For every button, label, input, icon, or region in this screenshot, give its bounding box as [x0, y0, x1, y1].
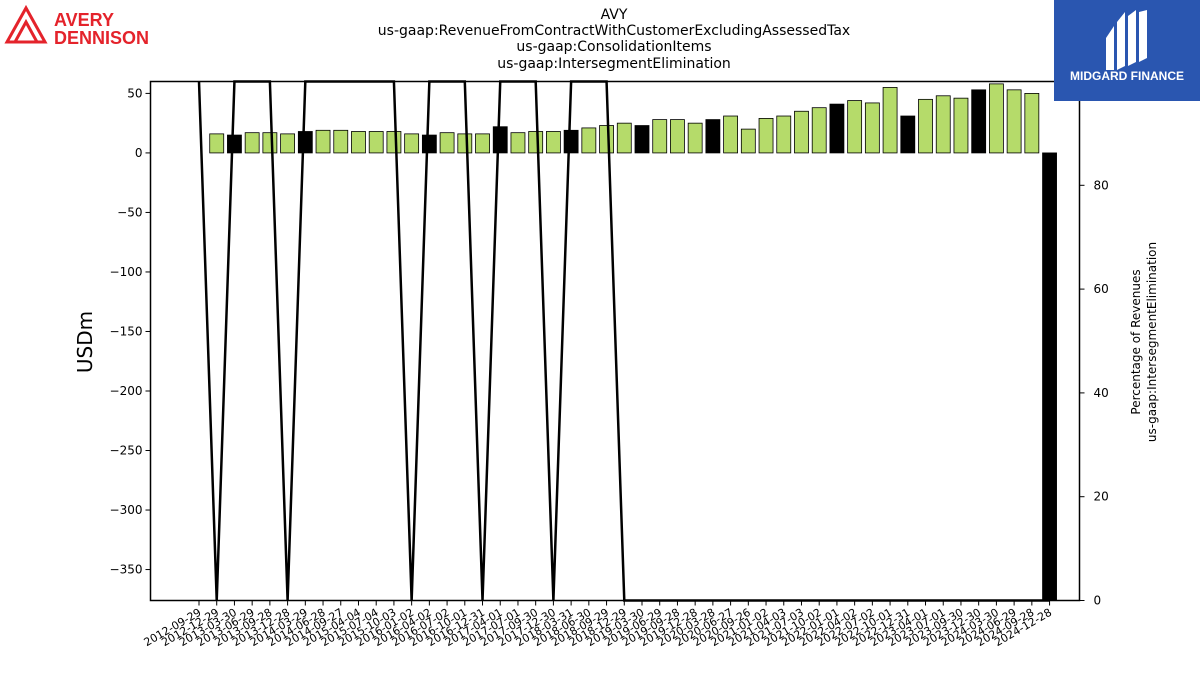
bar-2014-09-27 [333, 129, 349, 154]
bar-2024-06-29 [1006, 89, 1022, 154]
left-tick-label: 50 [127, 86, 142, 100]
bar-2020-06-27 [723, 115, 738, 154]
bar-2018-03-31 [563, 129, 579, 154]
left-tick-label: −300 [110, 503, 143, 517]
bar-2013-06-29 [244, 132, 260, 154]
bar-2019-09-28 [670, 119, 685, 154]
chart-title-line-4: us-gaap:IntersegmentElimination [497, 56, 731, 72]
bar-2021-04-03 [776, 115, 792, 154]
left-tick-label: −200 [110, 384, 143, 398]
y-axis-left-label: USDm [73, 311, 97, 373]
left-tick-label: −150 [110, 324, 143, 338]
bar-2022-07-02 [864, 102, 880, 154]
x-axis: 2012-09-292012-12-292013-03-302013-06-29… [142, 600, 1054, 649]
left-tick-label: −250 [110, 444, 143, 458]
bar-2024-09-28 [1024, 93, 1040, 154]
bar-2016-01-02 [404, 133, 420, 154]
bar-2020-03-28 [705, 119, 721, 154]
bar-2019-03-30 [634, 125, 650, 154]
bar-2017-12-30 [546, 131, 561, 154]
avery-logo-line2: DENNISON [54, 28, 149, 48]
bar-2024-12-28 [1042, 152, 1057, 601]
right-tick-label: 0 [1094, 594, 1102, 608]
bar-2022-12-31 [900, 115, 916, 154]
bar-2016-12-31 [475, 133, 490, 154]
right-tick-label: 60 [1094, 282, 1109, 296]
bars-group [209, 83, 1057, 601]
chart-title-line-1: AVY [600, 7, 628, 23]
chart-title-line-2: us-gaap:RevenueFromContractWithCustomerE… [377, 23, 851, 39]
bar-2015-10-03 [386, 131, 402, 154]
left-axis: 50 0 −50 −100 −150 −200 −250 −300 −350 [110, 86, 151, 577]
bar-2022-04-02 [847, 100, 863, 154]
bar-2021-01-02 [758, 118, 774, 154]
bar-2019-12-28 [687, 122, 703, 154]
bar-2013-09-28 [262, 132, 278, 154]
bar-2015-07-04 [368, 131, 384, 154]
bar-2018-09-29 [599, 125, 614, 154]
bar-2013-12-28 [280, 133, 296, 154]
bar-2018-06-30 [581, 127, 597, 154]
bar-2018-12-29 [616, 122, 632, 154]
avery-logo-line1: AVERY [54, 10, 114, 30]
right-tick-label: 40 [1094, 386, 1109, 400]
left-tick-label: −350 [110, 563, 143, 577]
bar-2016-04-02 [421, 134, 437, 154]
chart-title-line-3: us-gaap:ConsolidationItems [516, 39, 712, 55]
left-tick-label: 0 [135, 146, 143, 160]
left-tick-label: −50 [117, 205, 142, 219]
bar-2022-01-01 [829, 103, 845, 154]
y-axis-right-label-line2: us-gaap:IntersegmentElimination [1145, 242, 1159, 442]
y-axis-right-label-line1: Percentage of Revenues [1129, 269, 1143, 414]
bar-2021-07-03 [794, 110, 809, 154]
right-tick-label: 20 [1094, 490, 1109, 504]
bar-2023-07-01 [935, 95, 951, 154]
right-tick-label: 80 [1094, 178, 1109, 192]
bar-2014-06-28 [315, 129, 331, 154]
bar-2023-04-01 [918, 98, 933, 154]
bar-2015-04-04 [351, 131, 366, 154]
midgard-logo-text: MIDGARD FINANCE [1070, 69, 1184, 83]
bar-2012-12-29 [209, 133, 225, 154]
left-tick-label: −100 [110, 265, 143, 279]
bar-2014-03-29 [297, 131, 313, 154]
midgard-finance-logo: MIDGARD FINANCE [1054, 0, 1200, 101]
right-axis: 100806040200 [1079, 75, 1116, 608]
bar-2019-06-29 [652, 119, 668, 154]
bar-2021-10-02 [811, 107, 827, 154]
bar-2017-09-30 [528, 131, 544, 154]
bar-2022-10-01 [882, 87, 898, 154]
bar-2016-10-01 [457, 133, 473, 154]
bar-2013-03-30 [227, 134, 242, 154]
bar-2020-09-26 [740, 128, 756, 154]
bar-2023-09-30 [953, 97, 969, 154]
bar-2017-07-01 [510, 132, 526, 154]
bar-2017-04-01 [492, 126, 508, 154]
bar-2024-03-30 [989, 83, 1004, 154]
avery-dennison-logo: AVERY DENNISON [4, 4, 149, 48]
bar-2023-12-30 [971, 89, 987, 154]
bar-2016-07-02 [439, 132, 455, 154]
